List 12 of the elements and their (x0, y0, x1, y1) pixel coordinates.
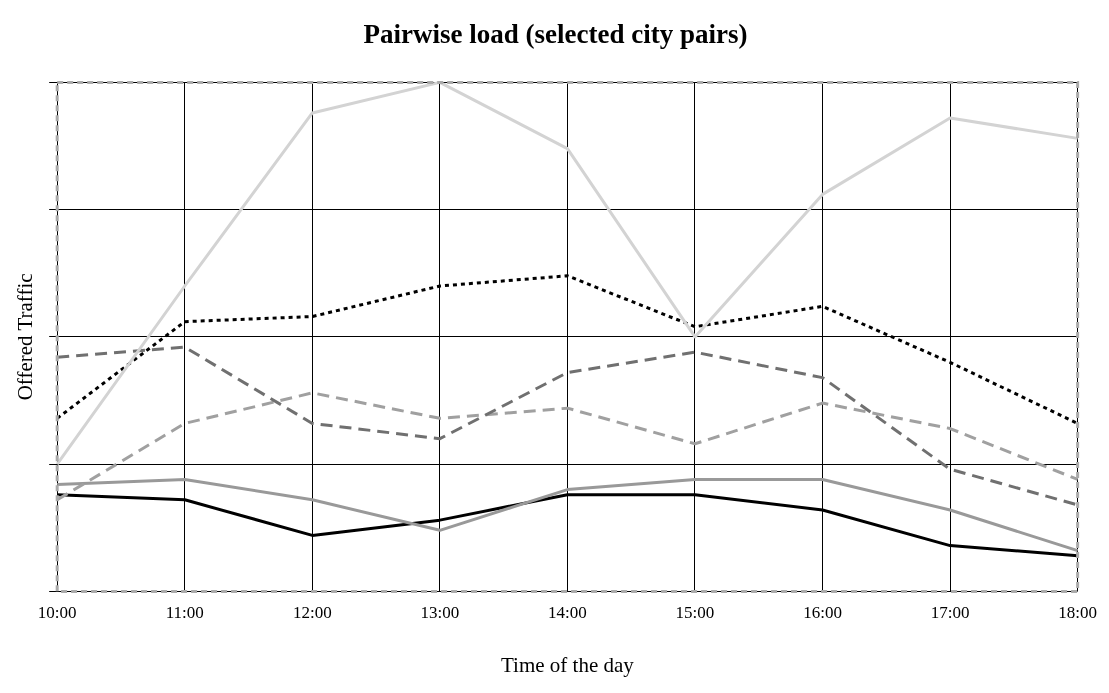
x-tick-label: 17:00 (930, 603, 970, 623)
chart-title: Pairwise load (selected city pairs) (363, 19, 748, 50)
x-tick-label: 14:00 (548, 603, 587, 623)
x-tick-label: 16:00 (803, 603, 842, 623)
x-tick-label: 12:00 (292, 603, 332, 623)
x-tick-label: 13:00 (420, 603, 460, 623)
x-tick-label: 15:00 (675, 603, 715, 623)
y-axis-title: Offered Traffic (13, 273, 38, 401)
x-tick-label: 11:00 (165, 603, 204, 623)
x-axis-title: Time of the day (501, 652, 635, 677)
x-tick-label: 18:00 (1058, 603, 1098, 623)
x-tick-label: 10:00 (37, 603, 77, 623)
